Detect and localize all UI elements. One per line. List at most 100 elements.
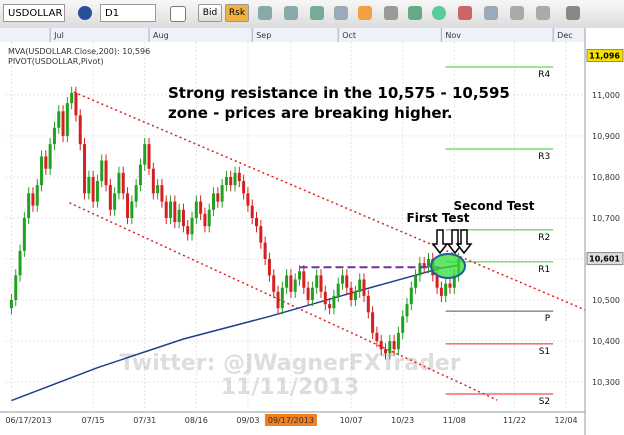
candle-body (246, 193, 250, 206)
y-tick-label: 10,700 (592, 214, 620, 223)
candle-body (121, 172, 125, 194)
candle-body (233, 172, 237, 186)
x-tick-label: 07/31 (133, 416, 156, 425)
pivot-label: S2 (539, 397, 550, 407)
y-tick-label: 10,400 (592, 337, 620, 346)
candle-body (358, 279, 362, 292)
tool-icon[interactable] (310, 6, 324, 20)
candle-body (341, 275, 345, 284)
candle-body (388, 341, 392, 354)
candle-body (199, 201, 203, 214)
price-mark-label: 10,601 (589, 255, 620, 264)
candle-body (401, 316, 405, 333)
candle-body (452, 275, 456, 288)
candle-body (250, 205, 254, 218)
candle-body (439, 287, 443, 296)
y-tick-label: 10,800 (592, 173, 620, 182)
bid-button[interactable]: Bid (198, 4, 222, 22)
candle-body (414, 275, 418, 288)
candle-body (237, 172, 241, 182)
month-label: Aug (153, 31, 169, 40)
timeframe-box[interactable]: D1 (100, 4, 156, 22)
price-mark (586, 49, 624, 63)
candle-body (18, 250, 22, 276)
candle-body (100, 160, 104, 182)
month-label: Nov (445, 31, 461, 40)
candle-body (315, 275, 319, 288)
second-test-label: Second Test (453, 199, 534, 213)
symbol-box[interactable]: USDOLLAR (3, 4, 65, 22)
candle-body (353, 291, 357, 301)
candle-body (113, 193, 117, 210)
watermark: 11/11/2013 (221, 375, 360, 400)
tool-icon[interactable] (284, 6, 298, 20)
month-label: Jul (53, 31, 64, 40)
candle-body (74, 92, 78, 116)
candle-body (138, 164, 142, 186)
first-test-label: First Test (407, 211, 470, 225)
candle-body (409, 287, 413, 305)
tool-icon[interactable] (458, 6, 472, 20)
candle-body (379, 341, 383, 350)
price-mark (586, 252, 624, 266)
x-tick-label: 07/15 (82, 416, 105, 425)
candle-body (164, 201, 168, 218)
candle-body (173, 201, 177, 223)
tool-icon[interactable] (408, 6, 422, 20)
candle-body (44, 156, 48, 169)
candle-body (276, 291, 280, 309)
candle-body (310, 287, 314, 301)
candle-body (272, 275, 276, 292)
watermark: Twitter: @JWagnerFXTrader (119, 351, 460, 376)
candle-body (78, 115, 82, 145)
pivot-label: R1 (538, 265, 550, 275)
candle-body (371, 312, 375, 333)
candle-body (220, 185, 224, 202)
globe-icon[interactable] (78, 6, 92, 20)
candle-body (396, 332, 400, 350)
tool-icon[interactable] (566, 6, 580, 20)
candle-body (435, 275, 439, 288)
candle-body (242, 181, 246, 194)
candle-body (9, 300, 13, 309)
tool-icon[interactable] (358, 6, 372, 20)
x-tick-label: 06/17/2013 (5, 416, 51, 425)
chart: 10,30010,40010,50010,60010,70010,80010,9… (0, 28, 624, 435)
candle-body (108, 185, 112, 210)
indicator-label: MVA(USDOLLAR.Close,200): 10,596 (8, 47, 150, 56)
candle-body (91, 176, 95, 202)
y-tick-label: 10,900 (592, 132, 620, 141)
x-tick-label: 10/23 (391, 416, 414, 425)
candle-body (263, 242, 267, 259)
date-highlight (264, 414, 317, 426)
tool-icon[interactable] (384, 6, 398, 20)
x-tick-label: 12/04 (555, 416, 578, 425)
x-tick-label: 11/08 (443, 416, 466, 425)
tool-icon[interactable] (536, 6, 550, 20)
candle-body (366, 295, 370, 313)
tool-icon[interactable] (484, 6, 498, 20)
month-bar (0, 28, 585, 42)
rsk-button[interactable]: Rsk (225, 4, 249, 22)
pivot-label: R2 (538, 233, 550, 243)
tool-icon[interactable] (510, 6, 524, 20)
candle-body (285, 275, 289, 288)
candle-body (95, 181, 99, 202)
chart-icon[interactable] (170, 6, 186, 22)
tool-icon[interactable] (432, 6, 446, 20)
candle-body (151, 168, 155, 194)
indicator-label: PIVOT(USDOLLAR,Pivot) (8, 57, 104, 66)
candle-body (134, 185, 138, 202)
annotation: Strong resistance in the 10,575 - 10,595 (168, 84, 510, 102)
candle-body (169, 201, 173, 218)
candle-body (293, 279, 297, 292)
candle-body (87, 176, 91, 194)
candle-body (345, 275, 349, 288)
pivot-label: P (545, 314, 551, 324)
x-tick-label: 09/17/2013 (268, 416, 314, 425)
annotation: zone - prices are breaking higher. (168, 104, 453, 122)
tool-icon[interactable] (258, 6, 272, 20)
x-tick-label: 09/03 (236, 416, 259, 425)
tool-icon[interactable] (334, 6, 348, 20)
candle-body (160, 185, 164, 202)
